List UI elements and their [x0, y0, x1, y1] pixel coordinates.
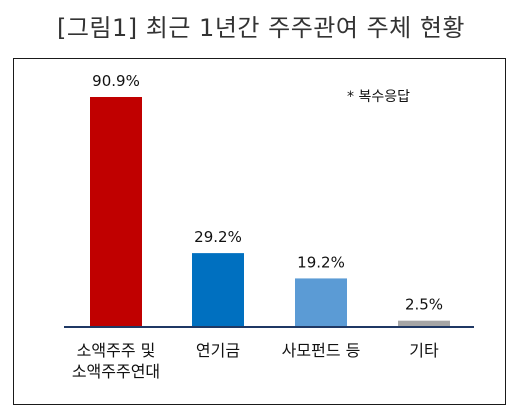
data-label-4: 2.5% [405, 296, 443, 314]
category-label-2: 연기금 [196, 341, 240, 360]
bar-3 [295, 278, 347, 327]
chart-frame [13, 58, 506, 405]
data-label-2: 29.2% [194, 228, 242, 246]
data-label-1: 90.9% [92, 72, 140, 90]
category-label-3: 사모펀드 등 [282, 341, 361, 360]
category-label-1-line-2: 소액주주연대 [72, 362, 160, 381]
chart-title: [그림1] 최근 1년간 주주관여 주체 현황 [56, 14, 466, 42]
bar-1 [90, 97, 142, 327]
bar-2 [192, 253, 244, 327]
bar-4 [398, 320, 450, 327]
data-label-3: 19.2% [297, 253, 345, 271]
category-label-4: 기타 [409, 341, 439, 360]
multiple-response-note: * 복수응답 [347, 89, 410, 105]
category-label-1-line-1: 소액주주 및 [77, 341, 156, 360]
